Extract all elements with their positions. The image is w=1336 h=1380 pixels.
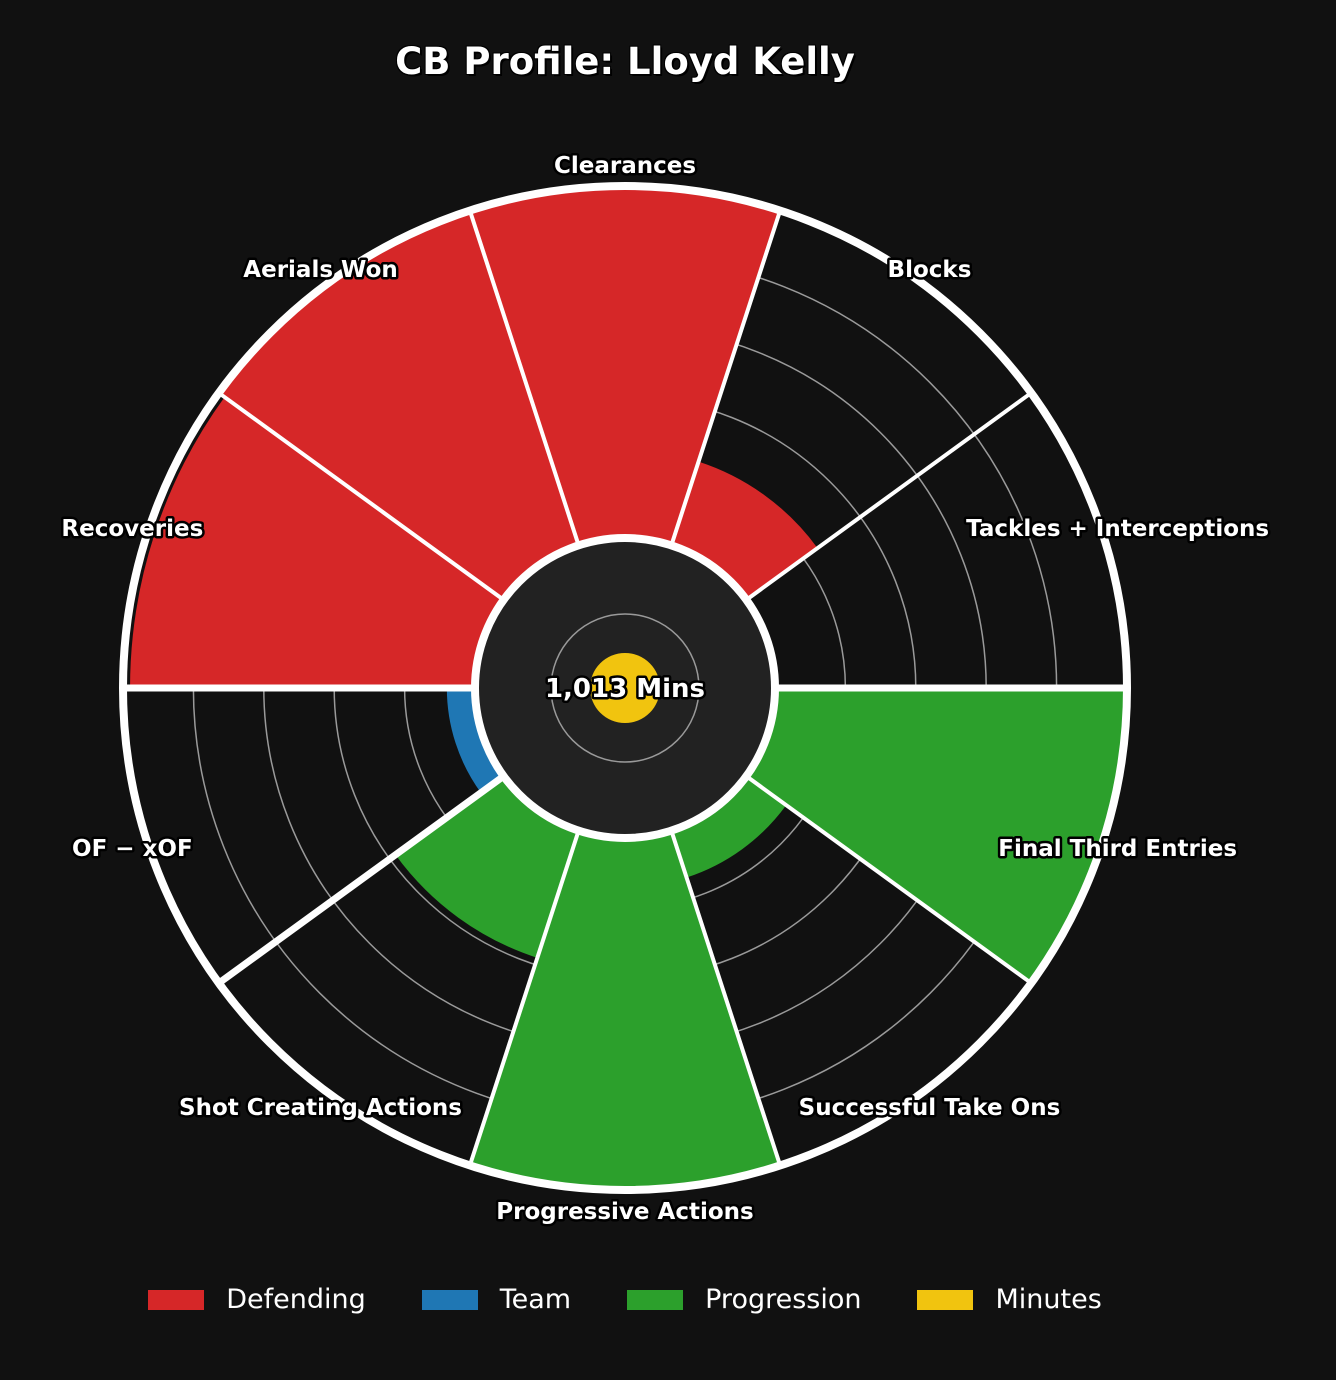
category-label-progressive-actions: Progressive Actions	[496, 1199, 753, 1225]
bar-successful-take-ons	[671, 776, 787, 878]
minutes-indicator	[590, 653, 660, 723]
legend-swatch	[627, 1289, 684, 1310]
segment-divider	[217, 391, 505, 602]
bar-aerials-won	[218, 210, 579, 600]
bar-blocks	[671, 461, 818, 600]
segment-divider	[745, 774, 1033, 985]
legend: Defending Team Progression Minutes	[0, 1284, 1250, 1315]
legend-label: Team	[499, 1284, 572, 1315]
segment-divider	[216, 773, 506, 986]
bar-clearances	[469, 186, 781, 546]
category-label-recoveries: Recoveries	[61, 516, 203, 542]
segment-divider	[745, 391, 1033, 602]
segment-divider	[467, 209, 581, 546]
legend-item-progression: Progression	[627, 1284, 861, 1315]
legend-swatch	[148, 1289, 205, 1310]
category-label-clearances: Clearances	[554, 153, 696, 179]
segment-divider	[669, 830, 783, 1167]
category-label-tackles-interceptions: Tackles + Interceptions	[966, 516, 1269, 542]
category-label-of-xof: OF − xOF	[72, 836, 193, 862]
legend-label: Minutes	[995, 1284, 1102, 1315]
category-label-aerials-won: Aerials Won	[243, 257, 397, 283]
legend-swatch	[917, 1289, 974, 1310]
category-label-shot-creating-actions: Shot Creating Actions	[179, 1095, 462, 1121]
legend-label: Progression	[705, 1284, 862, 1315]
legend-label: Defending	[226, 1284, 366, 1315]
category-label-final-third-entries: Final Third Entries	[998, 836, 1237, 862]
legend-swatch	[421, 1289, 478, 1310]
category-label-blocks: Blocks	[888, 257, 972, 283]
hub-grid-circle	[550, 613, 700, 763]
bar-final-third-entries	[746, 688, 1127, 984]
bar-of-xof	[446, 688, 504, 793]
chart-title: CB Profile: Lloyd Kelly	[395, 40, 855, 83]
bar-progressive-actions	[469, 830, 781, 1190]
segment-divider	[669, 209, 783, 546]
category-label-successful-take-ons: Successful Take Ons	[799, 1095, 1061, 1121]
minutes-label: 1,013 Mins	[545, 674, 705, 704]
segment-divider	[467, 830, 581, 1167]
legend-item-team: Team	[421, 1284, 572, 1315]
bar-recoveries	[130, 397, 504, 688]
legend-item-minutes: Minutes	[917, 1284, 1102, 1315]
legend-item-defending: Defending	[148, 1284, 366, 1315]
outer-ring	[119, 182, 1131, 1194]
